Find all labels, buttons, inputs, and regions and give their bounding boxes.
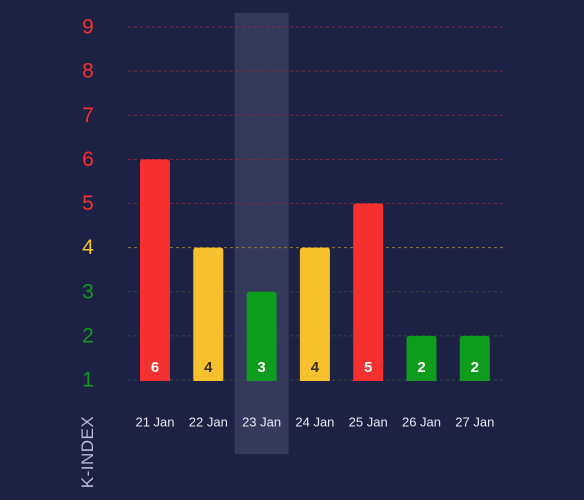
bar-value-label-2: 3	[257, 359, 265, 376]
bar-value-label-6: 2	[471, 359, 479, 376]
bar-1	[193, 247, 224, 381]
y-tick-label-9: 9	[82, 16, 94, 39]
y-tick-label-8: 8	[82, 60, 94, 83]
y-tick-label-1: 1	[82, 369, 94, 392]
bar-value-label-0: 6	[151, 359, 159, 376]
y-tick-label-3: 3	[82, 280, 94, 303]
y-axis-label: K-INDEX	[78, 415, 97, 489]
x-tick-label-3: 24 Jan	[295, 414, 334, 429]
x-tick-label-2: 23 Jan	[242, 414, 281, 429]
bar-value-label-4: 5	[364, 359, 372, 376]
x-tick-label-0: 21 Jan	[135, 414, 174, 429]
y-tick-label-2: 2	[82, 324, 94, 347]
bar-4	[353, 203, 384, 381]
bar-value-label-1: 4	[204, 359, 213, 376]
bar-3	[299, 247, 330, 381]
bar-0	[140, 159, 170, 381]
highlight-band	[234, 13, 289, 454]
y-tick-label-6: 6	[82, 148, 94, 171]
bar-6	[459, 335, 490, 381]
x-tick-label-5: 26 Jan	[402, 414, 441, 429]
bar-value-label-3: 4	[311, 359, 320, 376]
x-tick-label-4: 25 Jan	[349, 414, 388, 429]
x-tick-label-6: 27 Jan	[455, 414, 494, 429]
bar-2	[246, 291, 277, 381]
x-tick-label-1: 22 Jan	[189, 414, 228, 429]
y-tick-label-7: 7	[82, 104, 94, 127]
y-tick-label-5: 5	[82, 192, 94, 215]
y-axis-label-wrap: K-INDEX	[78, 416, 98, 488]
bar-5	[406, 335, 437, 381]
bar-value-label-5: 2	[417, 359, 425, 376]
y-tick-label-4: 4	[82, 236, 94, 259]
